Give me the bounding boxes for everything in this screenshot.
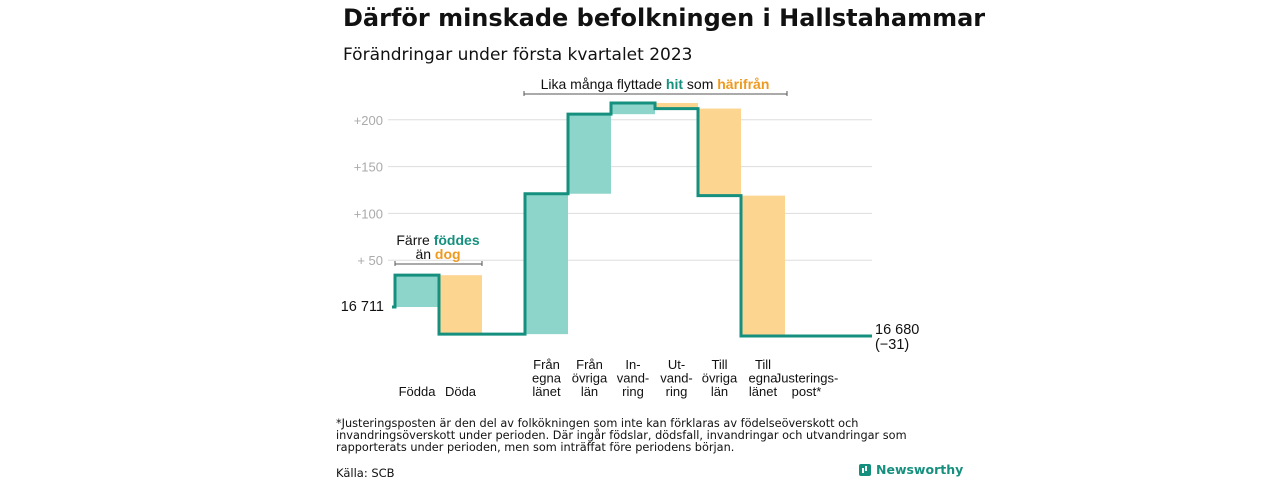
category-label: län	[711, 384, 728, 399]
annotation-plain: Färre	[396, 232, 433, 248]
y-tick-label: + 50	[357, 253, 383, 268]
chart-title: Därför minskade befolkningen i Hallstaha…	[343, 4, 986, 32]
bar-out	[741, 195, 785, 337]
step-line-path	[392, 101, 872, 338]
annotation-text: Färre föddes	[396, 232, 479, 248]
annotation-bracket	[394, 261, 483, 266]
bar-in	[568, 114, 611, 194]
category-label: Till	[711, 357, 727, 372]
brand-logo: Newsworthy	[859, 462, 963, 477]
annotation-out: dog	[435, 246, 461, 262]
y-tick-label: +100	[354, 206, 383, 221]
category-label: egna	[749, 371, 779, 386]
annotation-in: hit	[666, 76, 683, 92]
bars	[395, 102, 785, 337]
source-label: Källa: SCB	[336, 466, 395, 480]
bar-out	[439, 275, 482, 335]
annotation-bracket	[523, 91, 788, 96]
category-label: länet	[749, 384, 778, 399]
end-change-label: (−31)	[875, 337, 909, 353]
category-label: Justerings-	[775, 371, 839, 386]
y-tick-label: +200	[354, 113, 383, 128]
brand-name: Newsworthy	[876, 462, 964, 477]
annotation-plain: som	[683, 76, 717, 92]
annotation-text: än dog	[415, 246, 460, 262]
grid-lines	[388, 119, 872, 261]
annotation-out: härifrån	[717, 76, 769, 92]
bar-out	[698, 108, 741, 196]
category-label: övriga	[572, 371, 608, 386]
category-label: Från	[576, 357, 603, 372]
category-label: post*	[792, 384, 822, 399]
category-label: vand-	[617, 371, 650, 386]
category-label: Ut-	[668, 357, 685, 372]
category-label: länet	[532, 384, 561, 399]
category-label: Från	[533, 357, 560, 372]
category-label: vand-	[660, 371, 693, 386]
chart-subtitle: Förändringar under första kvartalet 2023	[343, 45, 693, 65]
category-label: In-	[625, 357, 640, 372]
bar-out	[655, 102, 698, 109]
category-label: län	[581, 384, 598, 399]
step-line	[392, 101, 872, 338]
bar-in	[611, 102, 655, 115]
annotation-text: Lika många flyttade hit som härifrån	[541, 76, 770, 92]
category-label: övriga	[702, 371, 738, 386]
annotation-plain: än	[415, 246, 434, 262]
start-value-label: 16 711	[341, 299, 384, 315]
category-label: egna	[532, 371, 562, 386]
footnote: *Justeringsposten är den del av folkökni…	[336, 417, 907, 454]
category-label: Till	[755, 357, 771, 372]
category-label: ring	[666, 384, 688, 399]
bar-in	[525, 193, 568, 335]
category-label: Döda	[445, 384, 477, 399]
bar-in	[395, 275, 439, 307]
y-tick-label: +150	[354, 160, 383, 175]
end-value-label: 16 680	[875, 322, 919, 338]
annotation-plain: Lika många flyttade	[541, 76, 666, 92]
category-label: ring	[622, 384, 644, 399]
category-label: Födda	[399, 384, 437, 399]
annotation-in: föddes	[434, 232, 480, 248]
newsworthy-icon	[859, 463, 871, 476]
